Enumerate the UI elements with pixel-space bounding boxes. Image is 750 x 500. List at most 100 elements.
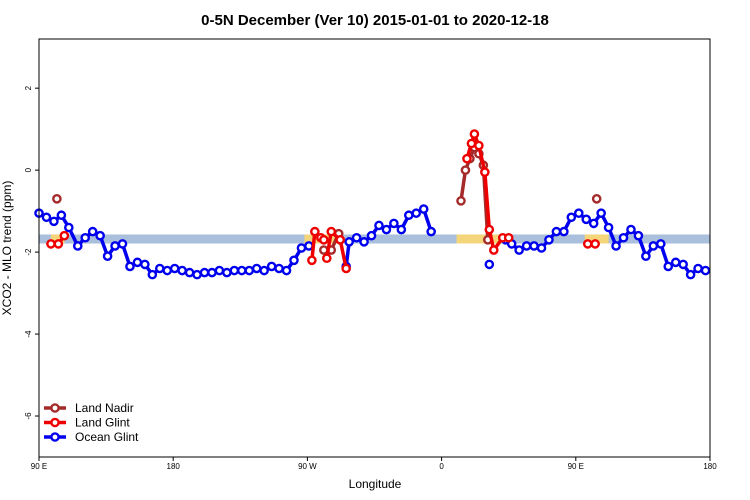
data-point-ocean-glint bbox=[132, 257, 143, 268]
legend-label-ocean-glint: Ocean Glint bbox=[75, 430, 139, 444]
data-point-land-nadir bbox=[52, 194, 62, 204]
legend-item-ocean-glint: Ocean Glint bbox=[44, 430, 139, 444]
data-point-ocean-glint bbox=[41, 212, 52, 223]
data-point-ocean-glint bbox=[72, 241, 83, 251]
x-tick-label: 90 E bbox=[31, 462, 47, 471]
data-point-land-glint bbox=[480, 167, 490, 177]
x-tick-label: 180 bbox=[703, 462, 717, 471]
data-point-land-glint bbox=[53, 239, 64, 249]
data-point-ocean-glint bbox=[259, 265, 269, 276]
data-point-ocean-glint bbox=[611, 241, 621, 251]
data-point-land-nadir bbox=[591, 194, 602, 204]
data-point-ocean-glint bbox=[374, 220, 384, 231]
data-point-ocean-glint bbox=[274, 263, 284, 274]
y-axis-label: XCO2 - MLO trend (ppm) bbox=[0, 181, 14, 316]
data-point-ocean-glint bbox=[117, 239, 128, 249]
data-point-ocean-glint bbox=[366, 230, 377, 241]
data-point-ocean-glint bbox=[169, 263, 180, 274]
data-point-land-glint bbox=[307, 255, 317, 266]
data-point-ocean-glint bbox=[351, 232, 362, 243]
data-point-land-glint bbox=[503, 232, 514, 243]
data-point-ocean-glint bbox=[521, 241, 532, 251]
series-layer bbox=[34, 129, 711, 280]
data-point-ocean-glint bbox=[56, 210, 67, 221]
y-tick-label: 0 bbox=[24, 167, 33, 172]
x-tick-label: 180 bbox=[167, 462, 181, 471]
x-tick-label: 90 E bbox=[568, 462, 584, 471]
data-point-ocean-glint bbox=[95, 230, 105, 241]
x-tick-label: 0 bbox=[439, 462, 444, 471]
legend-marker-ocean-glint bbox=[50, 432, 60, 442]
data-point-land-glint bbox=[590, 239, 600, 249]
legend-marker-land-glint bbox=[50, 417, 60, 428]
y-tick-label: 2 bbox=[24, 85, 33, 90]
y-tick-label: -4 bbox=[24, 330, 33, 338]
data-point-ocean-glint bbox=[641, 251, 651, 261]
data-point-ocean-glint bbox=[544, 235, 554, 245]
data-point-ocean-glint bbox=[184, 267, 195, 278]
data-point-ocean-glint bbox=[244, 265, 255, 276]
y-tick-label: -2 bbox=[24, 248, 33, 256]
data-point-ocean-glint bbox=[700, 265, 711, 276]
legend-label-land-glint: Land Glint bbox=[75, 416, 130, 430]
data-point-ocean-glint bbox=[678, 259, 688, 270]
data-point-land-glint bbox=[488, 245, 499, 255]
data-point-ocean-glint bbox=[655, 239, 666, 249]
data-point-ocean-glint bbox=[289, 255, 299, 266]
data-point-land-glint bbox=[319, 235, 329, 245]
x-tick-label: 90 W bbox=[298, 462, 317, 471]
data-point-ocean-glint bbox=[125, 261, 135, 272]
data-point-ocean-glint bbox=[381, 224, 392, 235]
data-point-ocean-glint bbox=[162, 265, 173, 276]
data-point-ocean-glint bbox=[633, 230, 644, 241]
data-point-ocean-glint bbox=[236, 265, 247, 276]
plot-frame bbox=[38, 38, 711, 458]
data-point-ocean-glint bbox=[670, 257, 681, 268]
data-point-ocean-glint bbox=[229, 265, 240, 276]
data-point-ocean-glint bbox=[214, 265, 225, 276]
data-point-ocean-glint bbox=[411, 208, 422, 218]
data-point-ocean-glint bbox=[222, 267, 232, 278]
data-point-ocean-glint bbox=[663, 261, 674, 272]
data-point-land-nadir bbox=[456, 196, 466, 206]
x-axis: 90 E 180 90 W 0 90 E 180 bbox=[31, 457, 717, 471]
data-point-ocean-glint bbox=[251, 263, 262, 274]
data-point-ocean-glint bbox=[426, 226, 436, 237]
series-line-land-glint bbox=[325, 229, 348, 269]
data-point-ocean-glint bbox=[514, 245, 524, 255]
data-point-ocean-glint bbox=[566, 212, 577, 223]
data-point-land-glint bbox=[469, 129, 480, 139]
data-point-land-glint bbox=[59, 230, 70, 241]
series-ocean-glint bbox=[34, 204, 711, 280]
data-point-land-glint bbox=[335, 235, 346, 245]
data-point-land-glint bbox=[326, 226, 337, 237]
data-point-land-glint bbox=[474, 140, 484, 151]
data-point-ocean-glint bbox=[296, 243, 307, 253]
data-point-land-glint bbox=[466, 138, 477, 149]
data-point-land-glint bbox=[46, 239, 56, 249]
legend-marker-land-nadir bbox=[50, 403, 60, 413]
data-point-ocean-glint bbox=[147, 269, 158, 280]
data-point-ocean-glint bbox=[551, 226, 562, 237]
data-point-ocean-glint bbox=[49, 216, 59, 227]
data-point-ocean-glint bbox=[484, 259, 495, 270]
data-point-ocean-glint bbox=[693, 263, 703, 274]
data-point-ocean-glint bbox=[87, 226, 98, 237]
y-axis: 2 0 -2 -4 -6 bbox=[24, 85, 39, 420]
data-point-ocean-glint bbox=[266, 261, 277, 272]
data-point-ocean-glint bbox=[177, 265, 187, 276]
data-point-ocean-glint bbox=[102, 251, 113, 261]
data-point-ocean-glint bbox=[626, 224, 636, 235]
data-point-land-glint bbox=[321, 253, 332, 264]
band-land bbox=[584, 234, 609, 244]
data-point-ocean-glint bbox=[536, 243, 547, 253]
data-point-ocean-glint bbox=[80, 232, 91, 243]
x-axis-label: Longitude bbox=[349, 477, 402, 491]
data-point-ocean-glint bbox=[192, 269, 202, 280]
legend-item-land-glint: Land Glint bbox=[44, 416, 130, 430]
data-point-land-glint bbox=[484, 224, 495, 235]
data-point-ocean-glint bbox=[685, 269, 696, 280]
chart-title: 0-5N December (Ver 10) 2015-01-01 to 202… bbox=[201, 12, 549, 29]
